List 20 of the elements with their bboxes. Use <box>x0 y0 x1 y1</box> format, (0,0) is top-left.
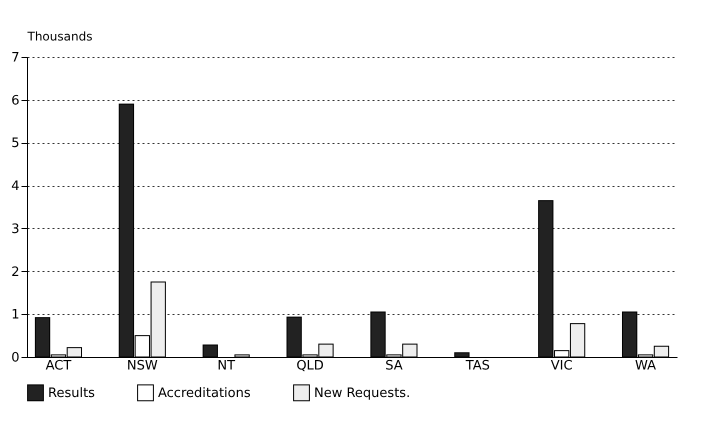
x-tick-label: VIC <box>550 358 573 374</box>
y-axis-title: Thousands <box>26 30 92 44</box>
y-tick-label: 5 <box>11 136 20 152</box>
x-tick-label: QLD <box>296 358 324 374</box>
y-tick-label: 1 <box>11 308 20 323</box>
x-tick-label: ACT <box>46 358 72 374</box>
y-tick-label: 7 <box>11 50 20 66</box>
x-tick-label: NT <box>217 358 236 374</box>
x-tick-label: SA <box>385 358 403 374</box>
y-tick-label: 2 <box>11 264 20 280</box>
legend-label: Results <box>48 386 96 401</box>
legend-label: New Requests. <box>314 386 410 401</box>
y-tick-label: 0 <box>11 350 20 366</box>
x-tick-label: NSW <box>126 358 158 374</box>
x-tick-label: WA <box>635 358 656 374</box>
legend-label: Accreditations <box>158 386 251 401</box>
y-tick-label: 3 <box>11 222 20 237</box>
x-tick-label: TAS <box>464 358 490 374</box>
y-tick-label: 6 <box>11 93 20 108</box>
y-tick-label: 4 <box>11 179 20 194</box>
